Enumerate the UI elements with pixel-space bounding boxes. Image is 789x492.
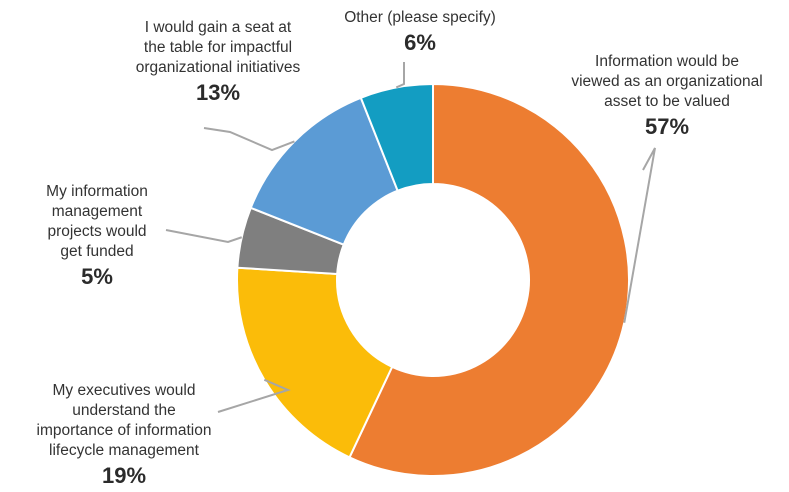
leader-line-i-would-gain-a-seat-at-the-table-for-imp [203, 127, 295, 152]
label-projects-funded-text: My information management projects would… [46, 183, 148, 260]
label-valued-asset-pct: 57% [644, 114, 690, 139]
label-executives-pct: 19% [101, 463, 147, 488]
label-projects-funded-pct: 5% [81, 264, 113, 289]
leader-lines [165, 62, 656, 413]
label-other: Other (please specify) 6% [320, 8, 520, 55]
label-seat-at-table-text: I would gain a seat at the table for imp… [135, 19, 301, 76]
label-executives-text: My executives would understand the impor… [36, 382, 212, 459]
label-valued-asset-text: Information would be viewed as an organi… [571, 53, 763, 110]
label-other-pct: 6% [404, 30, 436, 55]
label-valued-asset: Information would be viewed as an organi… [548, 52, 786, 139]
slice-information-would-be-viewed-as-an-organi [348, 82, 630, 477]
leader-line-information-would-be-viewed-as-an-organi [623, 147, 656, 323]
label-other-text: Other (please specify) [344, 9, 496, 26]
leader-line-my-information-management-projects-would [165, 229, 243, 244]
label-executives: My executives would understand the impor… [0, 381, 248, 488]
label-projects-funded: My information management projects would… [22, 182, 172, 289]
slice-other-please-specify [359, 82, 434, 193]
label-seat-at-table: I would gain a seat at the table for imp… [108, 18, 328, 105]
slices [236, 82, 630, 477]
label-seat-at-table-pct: 13% [195, 80, 241, 105]
leader-line-my-executives-would-understand-the-impor [217, 378, 291, 413]
slice-my-executives-would-understand-the-impor [236, 266, 394, 459]
leader-line-other-please-specify [395, 62, 405, 89]
